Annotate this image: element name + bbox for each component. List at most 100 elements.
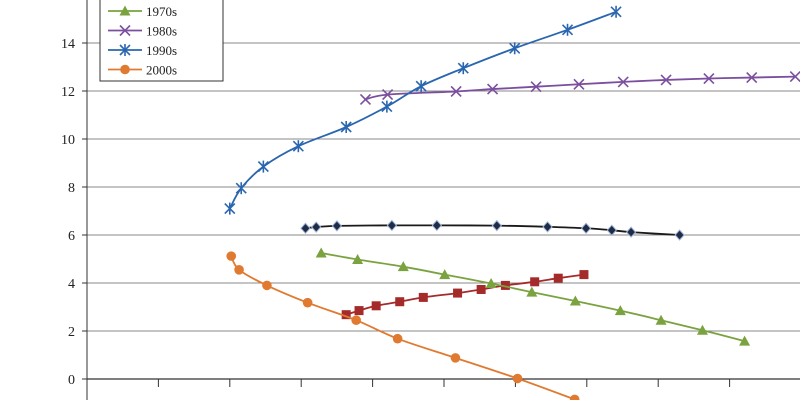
data-point-blue <box>381 100 393 113</box>
legend-marker-orange <box>120 64 130 75</box>
legend-label: 1970s <box>146 4 177 19</box>
data-point-black <box>491 219 503 232</box>
y-tick-label: 6 <box>68 229 75 244</box>
data-point-black <box>331 220 343 232</box>
legend-entry-green: 1970s <box>108 4 177 19</box>
data-point-purple <box>486 83 499 95</box>
data-point-orange <box>450 353 461 363</box>
data-point-black <box>300 222 311 235</box>
data-point-green <box>739 335 751 346</box>
y-tick-label: 0 <box>68 373 75 388</box>
series-purple <box>359 71 800 105</box>
y-tick-label: 14 <box>61 37 75 52</box>
data-point-orange <box>226 251 237 261</box>
series-line-blue <box>229 10 617 210</box>
data-point-purple <box>450 85 462 98</box>
legend-entry-blue: 1990s <box>108 43 177 58</box>
data-point-black <box>311 221 322 233</box>
legend-marker-blue <box>119 44 131 56</box>
data-point-green <box>315 247 327 258</box>
legend-marker-purple <box>119 24 131 37</box>
series-black <box>300 219 685 241</box>
series-blue <box>224 5 622 215</box>
data-point-blue <box>561 23 574 36</box>
data-point-red <box>579 270 589 280</box>
data-point-orange <box>262 280 272 291</box>
data-point-red <box>354 306 364 316</box>
data-point-green <box>439 269 451 280</box>
legend-entry-purple: 1980s <box>108 24 177 39</box>
data-point-green <box>696 324 708 335</box>
series-line-black <box>305 224 680 236</box>
data-point-purple <box>660 74 672 86</box>
series-green <box>315 247 751 346</box>
data-point-purple <box>359 93 372 105</box>
data-point-red <box>530 277 540 287</box>
legend-label: 1990s <box>146 43 177 58</box>
y-tick-label: 4 <box>68 277 75 292</box>
data-point-green <box>352 253 364 264</box>
data-point-blue <box>235 182 247 195</box>
data-point-red <box>500 280 510 290</box>
legend-label: 2000s <box>146 63 177 78</box>
data-point-green <box>397 261 409 272</box>
data-point-red <box>553 273 563 283</box>
data-point-black <box>542 221 553 233</box>
data-point-black <box>606 224 617 236</box>
data-point-red <box>371 301 381 311</box>
data-point-orange <box>302 297 313 308</box>
data-point-blue <box>292 140 304 153</box>
data-point-red <box>418 292 428 302</box>
series-red <box>341 270 589 320</box>
data-point-red <box>453 288 463 298</box>
series-line-green <box>321 252 745 342</box>
data-point-purple <box>530 81 542 93</box>
data-point-blue <box>340 121 352 133</box>
y-tick-label: 8 <box>68 181 75 196</box>
data-point-black <box>674 229 685 241</box>
data-point-red <box>341 310 351 320</box>
plot-area <box>224 5 800 400</box>
data-point-blue <box>509 42 521 55</box>
y-tick-label: 10 <box>61 133 75 148</box>
data-point-black <box>431 219 443 232</box>
data-point-black <box>386 219 398 232</box>
data-point-orange <box>569 394 580 400</box>
data-point-blue <box>257 160 269 173</box>
data-point-red <box>395 297 405 307</box>
data-point-purple <box>573 78 585 90</box>
data-point-purple <box>703 72 715 85</box>
data-point-purple <box>382 89 394 101</box>
data-point-red <box>476 284 486 294</box>
series-orange <box>226 251 580 400</box>
legend-box <box>99 0 224 82</box>
legend: 1970s 1980s 1990s 2000s <box>99 0 224 82</box>
legend-label: 1980s <box>146 24 177 39</box>
data-point-green <box>569 295 581 306</box>
data-point-blue <box>224 202 236 215</box>
x-axis <box>87 378 800 387</box>
data-point-purple <box>746 71 758 84</box>
data-point-green <box>485 277 497 288</box>
data-point-orange <box>351 315 361 326</box>
legend-entry-orange: 2000s <box>108 63 177 78</box>
data-point-orange <box>392 333 403 344</box>
legend-marker-green <box>119 5 131 16</box>
data-point-blue <box>457 62 469 75</box>
data-point-green <box>614 305 626 316</box>
series-line-purple <box>365 75 796 101</box>
data-point-purple <box>617 76 629 88</box>
data-point-green <box>655 314 667 325</box>
data-point-black <box>580 222 592 235</box>
grid-lines <box>87 42 800 332</box>
data-point-purple <box>789 71 800 83</box>
data-point-blue <box>610 5 622 18</box>
data-point-orange <box>234 265 244 275</box>
y-axis: 0 2 4 6 8 10 12 14 <box>61 0 88 400</box>
y-tick-label: 12 <box>61 85 75 100</box>
data-point-black <box>625 226 637 238</box>
data-point-orange <box>512 373 523 384</box>
data-point-blue <box>415 80 427 93</box>
series-line-orange <box>230 255 575 400</box>
